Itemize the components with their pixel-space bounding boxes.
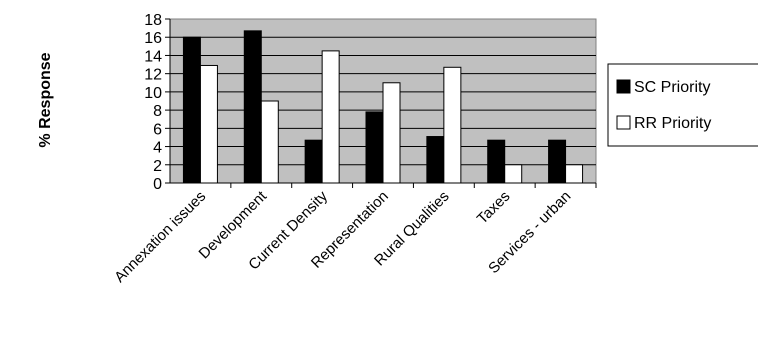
bar-rr-priority (504, 164, 523, 184)
y-tick-label: 14 (144, 48, 162, 65)
y-tick-label: 2 (153, 158, 162, 175)
bar-sc-priority (304, 139, 323, 184)
y-tick-label: 4 (153, 140, 162, 157)
axes (165, 18, 597, 188)
bar-sc-priority (182, 36, 201, 184)
y-tick-label: 18 (144, 12, 162, 29)
y-axis-label: % Response (37, 52, 54, 147)
legend-swatch (616, 79, 631, 94)
y-tick-label: 6 (153, 121, 162, 138)
legend-label: SC Priority (634, 79, 710, 96)
bar-rr-priority (321, 50, 340, 184)
bar-sc-priority (243, 30, 262, 184)
bar-rr-priority (443, 66, 462, 184)
bar-sc-priority (487, 139, 506, 184)
legend-box (607, 63, 758, 147)
bar-rr-priority (565, 164, 584, 184)
legend-label: RR Priority (634, 115, 711, 132)
x-tick-label: Annexation issues (111, 188, 209, 286)
y-tick-label: 16 (144, 30, 162, 47)
legend-swatch (616, 115, 631, 130)
y-tick-label: 8 (153, 103, 162, 120)
bar-rr-priority (260, 100, 279, 184)
bars (182, 30, 584, 184)
legend: SC Priority RR Priority (607, 63, 758, 147)
y-tick-label: 12 (144, 67, 162, 84)
x-tick-label: Taxes (474, 188, 514, 228)
y-tick-label: 0 (153, 176, 162, 193)
bar-sc-priority (548, 139, 567, 184)
y-tick-label: 10 (144, 85, 162, 102)
bar-sc-priority (426, 136, 445, 184)
bar-rr-priority (199, 64, 218, 184)
bar-rr-priority (382, 82, 401, 184)
bar-sc-priority (365, 111, 384, 184)
